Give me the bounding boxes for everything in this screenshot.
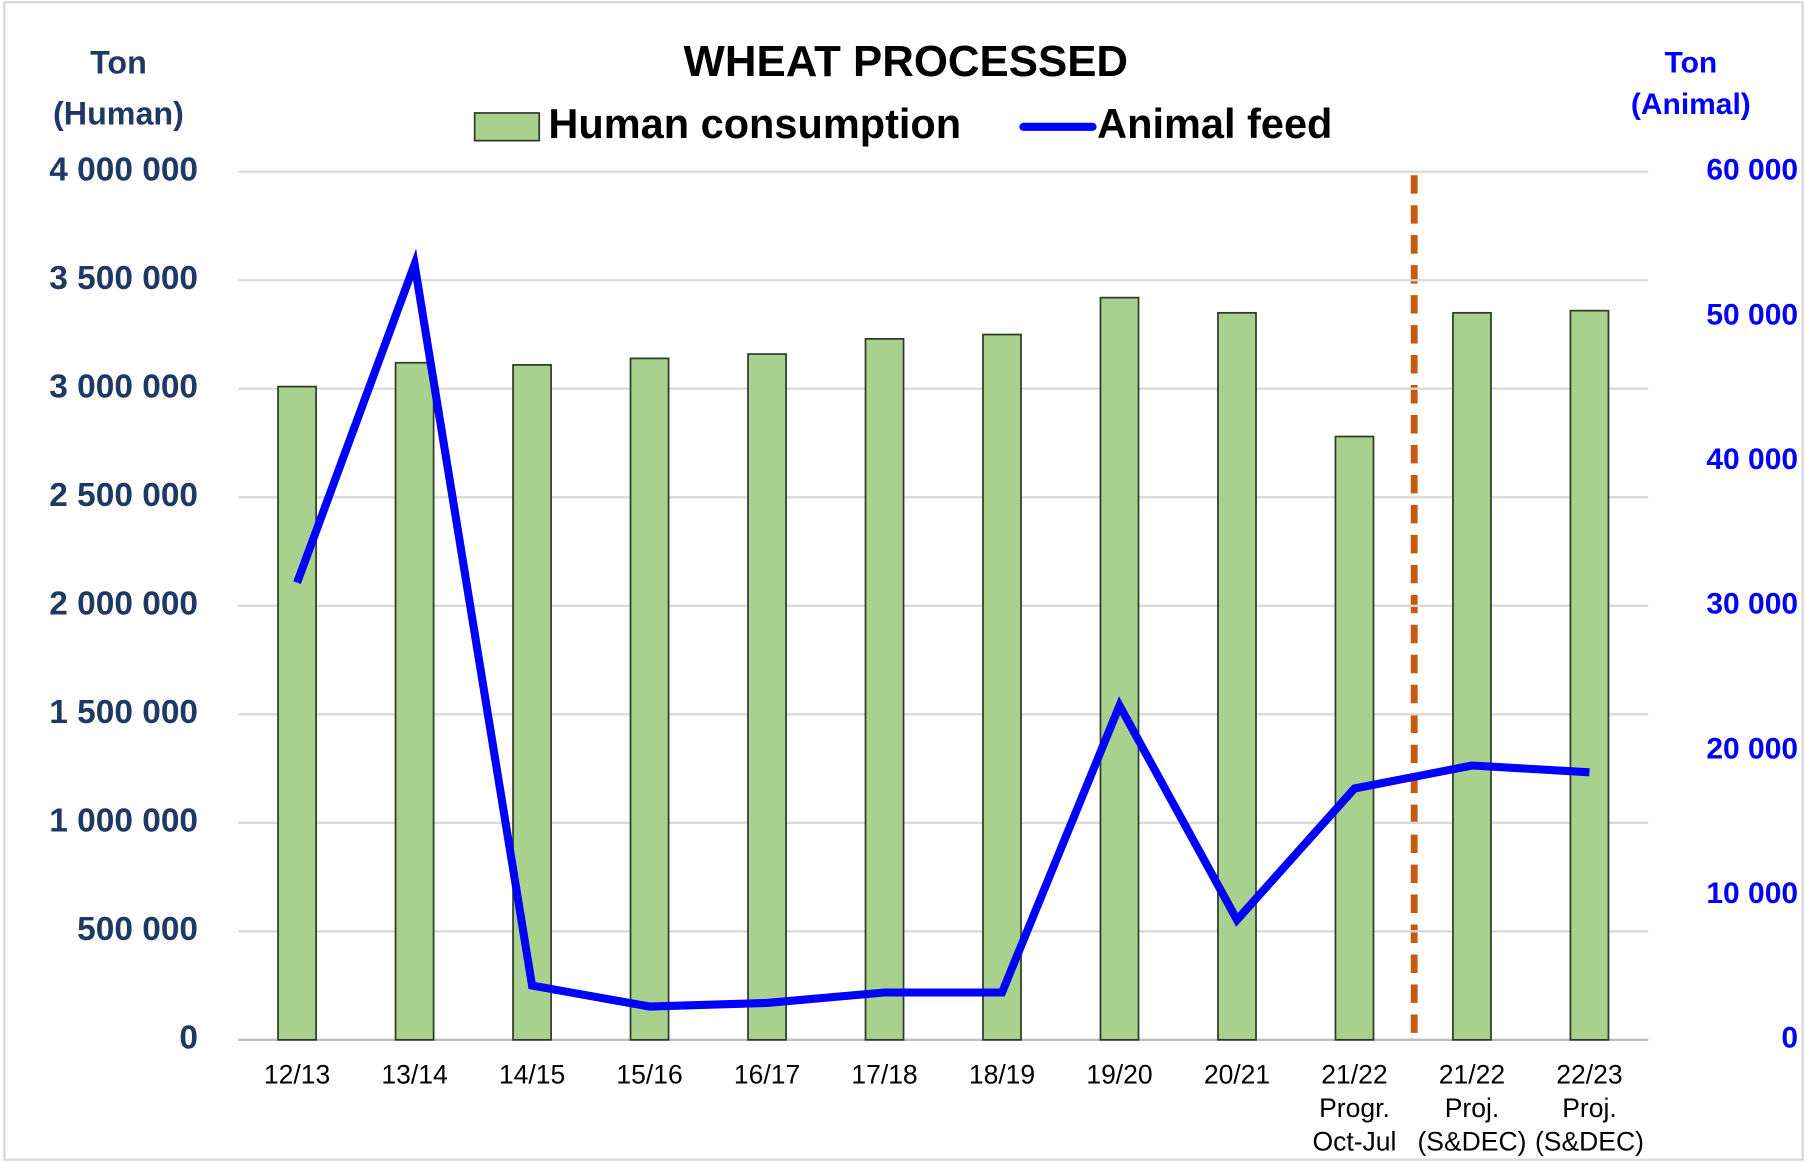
y-axis-title: Ton (Human) — [53, 44, 184, 131]
bar — [982, 333, 1022, 1041]
y2-tick-label: 60 000 — [1706, 154, 1798, 187]
x-tick-label: 13/14 — [381, 1060, 447, 1090]
y2-tick-label: 50 000 — [1706, 298, 1798, 331]
x-tick-label: 12/13 — [264, 1060, 330, 1090]
legend-label: Animal feed — [1097, 100, 1332, 147]
y-tick-label: 2 500 000 — [49, 477, 198, 514]
legend-label: Human consumption — [548, 100, 961, 147]
y2-tick-label: 40 000 — [1706, 443, 1798, 476]
bar — [864, 337, 905, 1041]
y2-tick-label: 10 000 — [1706, 877, 1798, 910]
bar — [1334, 435, 1375, 1041]
y-tick-label: 500 000 — [77, 911, 198, 948]
x-tick-label: 15/16 — [616, 1060, 682, 1090]
y2-tick-label: 20 000 — [1706, 732, 1798, 765]
x-tick-label: 21/22 Progr. Oct-Jul — [1313, 1060, 1397, 1157]
y2-tick-label: 0 — [1781, 1022, 1798, 1055]
y-tick-label: 0 — [179, 1020, 198, 1057]
bar — [1569, 309, 1610, 1041]
line — [293, 248, 1590, 1011]
x-tick-label: 21/22 Proj. (S&DEC) — [1417, 1060, 1526, 1157]
y-tick-label: 4 000 000 — [49, 152, 198, 189]
x-tick-label: 19/20 — [1086, 1060, 1152, 1090]
legend-swatch — [473, 112, 541, 142]
x-tick-label: 14/15 — [499, 1060, 565, 1090]
x-tick-label: 17/18 — [851, 1060, 917, 1090]
bar — [1452, 311, 1492, 1041]
y2-tick-label: 30 000 — [1706, 588, 1798, 621]
bar — [512, 364, 552, 1041]
y-tick-label: 3 500 000 — [49, 260, 198, 297]
bar — [277, 385, 317, 1041]
x-tick-label: 20/21 — [1204, 1060, 1270, 1090]
chart-title: WHEAT PROCESSED — [684, 37, 1129, 86]
y-tick-label: 3 000 000 — [49, 369, 198, 406]
y-tick-label: 1 500 000 — [49, 694, 198, 731]
y2-axis-title: Ton (Animal) — [1631, 46, 1751, 120]
bar — [629, 357, 670, 1041]
y-tick-label: 2 000 000 — [49, 586, 198, 623]
bar — [747, 353, 787, 1041]
bar — [1099, 296, 1140, 1041]
x-tick-label: 22/23 Proj. (S&DEC) — [1535, 1060, 1644, 1157]
bar — [1217, 311, 1257, 1041]
x-tick-label: 18/19 — [969, 1060, 1035, 1090]
bar — [394, 361, 435, 1041]
y-tick-label: 1 000 000 — [49, 803, 198, 840]
x-tick-label: 16/17 — [734, 1060, 800, 1090]
